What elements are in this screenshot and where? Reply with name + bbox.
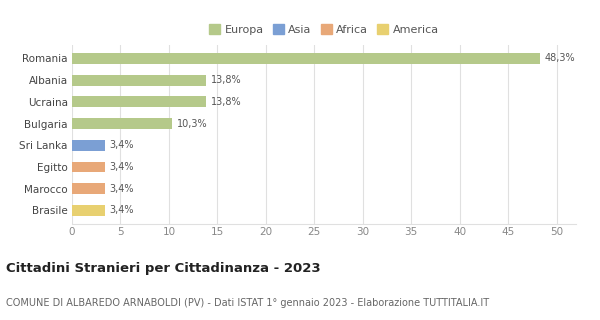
Text: 3,4%: 3,4%: [110, 205, 134, 215]
Bar: [72, 53, 540, 64]
Bar: [72, 140, 105, 151]
Bar: [72, 162, 105, 172]
Bar: [72, 183, 105, 194]
Text: COMUNE DI ALBAREDO ARNABOLDI (PV) - Dati ISTAT 1° gennaio 2023 - Elaborazione TU: COMUNE DI ALBAREDO ARNABOLDI (PV) - Dati…: [6, 298, 489, 308]
Bar: [72, 96, 206, 107]
Text: Cittadini Stranieri per Cittadinanza - 2023: Cittadini Stranieri per Cittadinanza - 2…: [6, 262, 320, 276]
Text: 3,4%: 3,4%: [110, 184, 134, 194]
Text: 48,3%: 48,3%: [545, 53, 575, 63]
Text: 10,3%: 10,3%: [176, 118, 208, 129]
Text: 3,4%: 3,4%: [110, 140, 134, 150]
Bar: [72, 205, 105, 216]
Bar: [72, 118, 172, 129]
Bar: [72, 75, 206, 85]
Text: 13,8%: 13,8%: [211, 75, 241, 85]
Legend: Europa, Asia, Africa, America: Europa, Asia, Africa, America: [207, 22, 441, 37]
Text: 3,4%: 3,4%: [110, 162, 134, 172]
Text: 13,8%: 13,8%: [211, 97, 241, 107]
